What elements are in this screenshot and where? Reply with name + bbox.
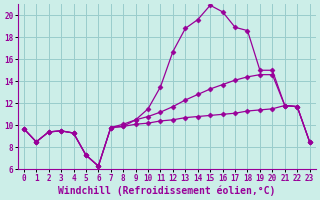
- X-axis label: Windchill (Refroidissement éolien,°C): Windchill (Refroidissement éolien,°C): [58, 185, 276, 196]
